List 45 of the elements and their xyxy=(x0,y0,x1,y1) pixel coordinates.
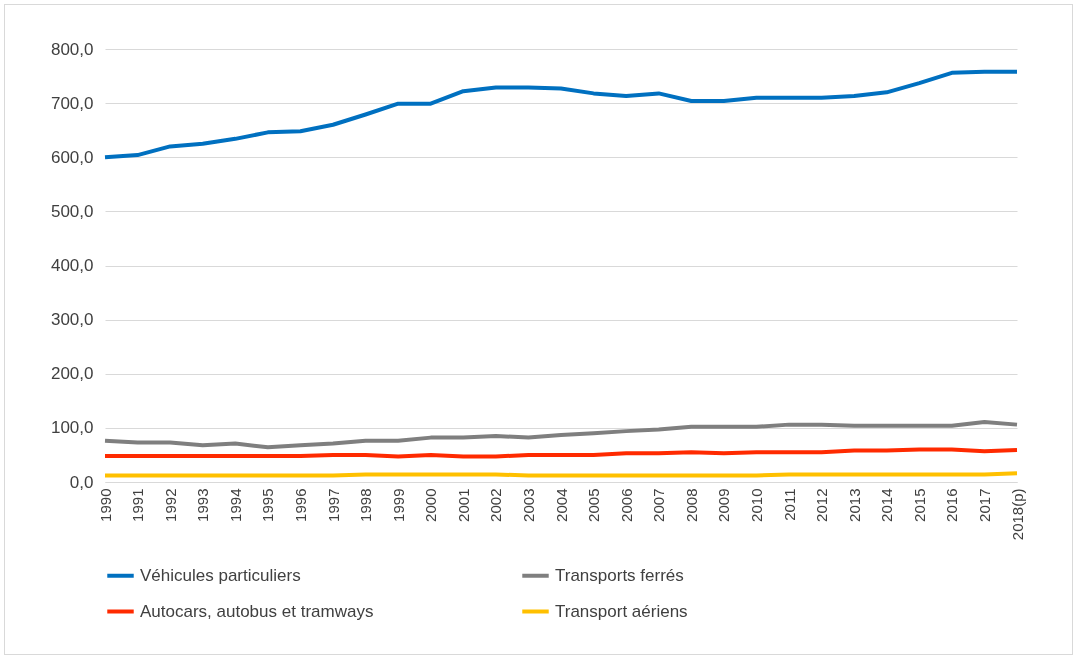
x-tick-label: 1998 xyxy=(357,488,375,522)
y-tick-label: 400,0 xyxy=(50,256,94,275)
x-tick-label: 2006 xyxy=(617,488,635,522)
x-tick-label: 1997 xyxy=(324,488,342,522)
x-tick-label: 2013 xyxy=(845,488,863,522)
x-tick-label: 2000 xyxy=(422,488,440,522)
x-tick-label: 1993 xyxy=(194,488,212,522)
x-tick-label: 2002 xyxy=(487,488,505,522)
x-tick-label: 2015 xyxy=(910,488,928,522)
legend-label: Autocars, autobus et tramways xyxy=(140,601,374,621)
x-tick-label: 1994 xyxy=(226,488,244,522)
y-tick-label: 200,0 xyxy=(50,364,94,384)
x-tick-label: 2003 xyxy=(519,488,537,522)
x-tick-label: 2016 xyxy=(943,488,961,522)
legend-label: Transport aériens xyxy=(555,601,688,621)
x-tick-label: 2014 xyxy=(878,488,896,522)
x-tick-label: 2005 xyxy=(585,488,603,522)
x-tick-label: 2008 xyxy=(682,488,700,522)
y-tick-label: 600,0 xyxy=(50,147,94,167)
x-tick-label: 2018(p) xyxy=(1008,488,1026,541)
x-tick-label: 2011 xyxy=(780,488,798,521)
x-tick-label: 2009 xyxy=(715,488,733,522)
line-series xyxy=(103,447,1019,459)
x-tick-label: 2001 xyxy=(454,488,472,522)
x-tick-label: 2012 xyxy=(813,488,831,522)
legend-label: Transports ferrés xyxy=(555,565,684,585)
x-tick-label: 1995 xyxy=(259,488,277,522)
legend-label: Véhicules particuliers xyxy=(140,565,301,585)
y-tick-label: 700,0 xyxy=(50,93,94,113)
y-tick-label: 300,0 xyxy=(50,310,94,330)
line-series xyxy=(103,69,1019,160)
x-tick-label: 1990 xyxy=(96,488,114,522)
y-tick-label: 500,0 xyxy=(50,201,94,221)
y-tick-label: 0,0 xyxy=(69,472,94,492)
x-tick-label: 1999 xyxy=(389,488,407,522)
y-tick-label: 100,0 xyxy=(50,418,94,438)
x-tick-label: 2010 xyxy=(747,488,765,522)
line-series xyxy=(103,419,1019,450)
x-tick-label: 1996 xyxy=(291,488,309,522)
x-tick-label: 2017 xyxy=(975,488,993,522)
x-tick-label: 2004 xyxy=(552,488,570,522)
x-tick-label: 1992 xyxy=(161,488,179,522)
x-tick-label: 2007 xyxy=(650,488,668,522)
y-tick-label: 800,0 xyxy=(50,39,94,59)
x-tick-label: 1991 xyxy=(129,488,147,522)
